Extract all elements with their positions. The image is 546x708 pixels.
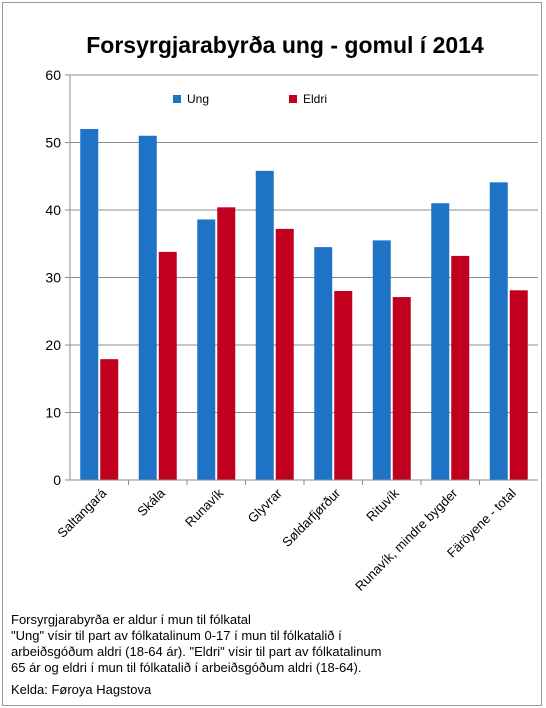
bar-chart: Forsyrgjarabyrða ung - gomul í 2014 0 10 2… [45,32,538,594]
note-line-4: 65 ár og eldri í mun til fólkatalið í ar… [11,660,362,675]
bar-ung [138,135,157,480]
legend-box [103,83,403,118]
bar-ung [255,170,274,480]
bar-eldri [158,251,177,480]
bar-eldri [392,297,411,480]
bar-ung [80,129,99,480]
x-category-label: Glyvrar [245,485,286,526]
chart-title: Forsyrgjarabyrða ung - gomul í 2014 [86,32,484,58]
bar-ung [431,203,450,480]
x-category-label: Saltangará [54,485,110,541]
x-category-label: Rituvík [363,485,402,524]
bar-eldri [275,228,294,480]
note-line-2: "Ung" vísir til part av fólkatalinum 0-1… [11,628,342,643]
y-tick-label: 20 [45,337,61,353]
legend: Ung Eldri [103,83,403,118]
bars [80,129,528,481]
bar-ung [489,182,508,480]
source-note: Kelda: Føroya Hagstova [11,682,152,697]
y-tick-label: 0 [53,472,61,488]
bar-eldri [334,291,353,480]
chart-notes: Forsyrgjarabyrða er aldur í mun til fólk… [11,612,531,698]
legend-label-ung: Ung [187,92,209,106]
bar-eldri [217,207,236,481]
bar-eldri [100,359,119,480]
legend-swatch-eldri [289,95,297,103]
legend-swatch-ung [173,95,181,103]
x-category-label: Søldarfjørður [279,485,344,550]
bar-eldri [509,290,528,480]
x-category-label: Runavík [182,485,227,530]
bar-ung [197,219,216,480]
y-tick-label: 50 [45,135,61,151]
bar-eldri [451,255,470,480]
y-tick-label: 10 [45,405,61,421]
legend-label-eldri: Eldri [303,92,327,106]
y-tick-label: 40 [45,202,61,218]
y-tick-label: 60 [45,67,61,83]
note-line-1: Forsyrgjarabyrða er aldur í mun til fólk… [11,612,251,627]
x-category-label: Skála [134,485,168,519]
bar-ung [314,247,333,480]
note-line-3: arbeiðsgóðum aldri (18-64 ár). "Eldri" v… [11,644,382,659]
y-tick-label: 30 [45,270,61,286]
bar-ung [372,240,391,480]
x-category-label: Runavík, mindre bygder [352,485,461,594]
